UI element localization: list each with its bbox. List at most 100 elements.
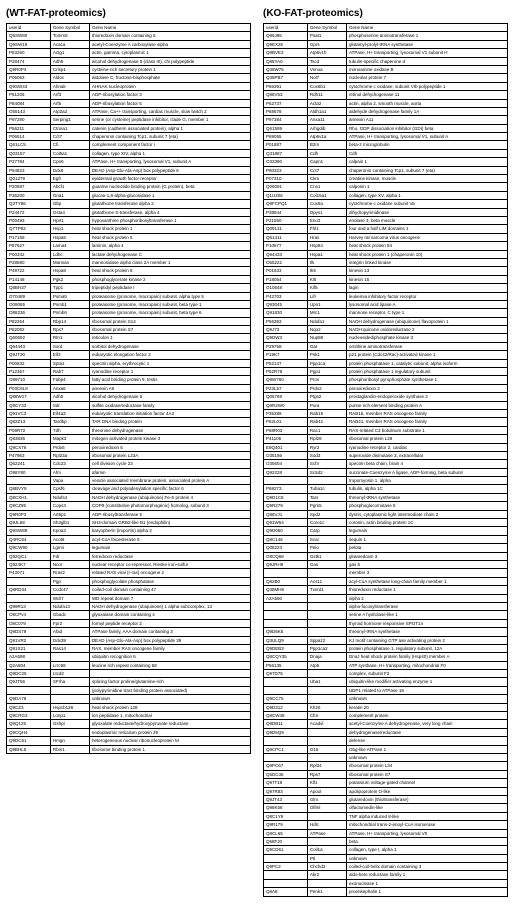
cell-gene-name: RAB41, member RAS oncogene family — [346, 418, 507, 426]
cell-gene-symbol: Psmb1 — [50, 300, 89, 308]
cell-userid — [264, 602, 308, 610]
cell-userid: Q9CC75 — [264, 695, 308, 703]
cell-gene-name: collagen, type I, alpha 1 — [346, 846, 507, 854]
cell-gene-name: lactate dehydrogenase C — [89, 250, 250, 258]
cell-gene-name: AHNAK nucleoprotein — [89, 82, 250, 90]
table-row: member 3 — [264, 569, 508, 577]
cell-userid: Q91W54 — [264, 519, 308, 527]
cell-gene-name: aldehyde dehydrogenase family 1A — [346, 107, 507, 115]
cell-userid: Q9D1C8 — [264, 493, 308, 501]
cell-userid: Q64433 — [264, 250, 308, 258]
cell-userid — [7, 686, 51, 694]
cell-gene-name: glyoxalate reductase/hydroxypyruvate red… — [89, 720, 250, 728]
cell-userid: Q82Z13 — [7, 418, 51, 426]
cell-gene-name: calponin 1 — [346, 183, 507, 191]
cell-gene-name: phosphoglucomutase 5 — [346, 502, 507, 510]
table-row: Q9CRG3Lonp1lon peptidase 1, mitochondria… — [7, 712, 251, 720]
table-row: P68273Tuba1ctubulin, alpha 1C — [264, 485, 508, 493]
table-row: Q09131Fhl1four and a half LIM domains 1 — [264, 225, 508, 233]
cell-gene-name: complement protein — [346, 712, 507, 720]
cell-userid: Q9CD61 — [264, 846, 308, 854]
table-row: Q9CC75unknown — [264, 695, 508, 703]
cell-gene-name: laminin, alpha 4 — [89, 242, 250, 250]
cell-gene-symbol: Aldoc — [50, 74, 89, 82]
cell-gene-symbol: Gprs — [307, 40, 346, 48]
left-table: userid Gene Symbol Gene Name Q5SW80Tomm5… — [6, 23, 251, 754]
cell-userid — [264, 611, 308, 619]
cell-userid — [264, 569, 308, 577]
cell-gene-symbol: O15 — [307, 745, 346, 753]
cell-userid: P56211 — [7, 124, 51, 132]
table-row: Q9DA79unknown — [7, 695, 251, 703]
cell-userid: Q61411 — [264, 233, 308, 241]
cell-gene-symbol — [50, 686, 89, 694]
table-row: Q9SW89Kpna3karyopherin (importin) alpha … — [7, 527, 251, 535]
table-row: O8C079Fpr2formyl peptide receptor 2 — [7, 619, 251, 627]
cell-gene-name: NADH dehydrogenase (ubiquinone) flavopro… — [346, 317, 507, 325]
cell-gene-name: WD repeat domain 7 — [89, 594, 250, 602]
cell-gene-symbol: Acaca — [50, 40, 89, 48]
cell-gene-symbol: Olfml — [307, 804, 346, 812]
cell-userid: Q06091 — [264, 183, 308, 191]
cell-gene-symbol: Prdx2 — [307, 384, 346, 392]
cell-gene-name: proenkephalin 1 — [346, 888, 507, 896]
table-row: Q9BHL5Rbm1ribosome binding protein 1 — [7, 745, 251, 753]
table-row: Q3TY86Gltpglutathione transferase alpha … — [7, 200, 251, 208]
cell-gene-symbol: Tuba1c — [307, 485, 346, 493]
cell-userid: Q8C146 — [264, 535, 308, 543]
cell-gene-symbol: Kl5 — [307, 275, 346, 283]
cell-gene-name: ATPase, H+ transporting, lysosomal V0 — [346, 829, 507, 837]
cell-userid: Q9JT56 — [7, 678, 51, 686]
cell-gene-symbol: Eif2 — [50, 351, 89, 359]
table-row: P80323Cct7chaperonin containing Tcp1, su… — [264, 166, 508, 174]
table-row: Q9CW90Lgmnlegumain — [7, 544, 251, 552]
cell-gene-symbol: Ppp1ca — [307, 359, 346, 367]
table-row: Q9SW43AhnakAHNAK nucleoprotein — [7, 82, 251, 90]
cell-gene-symbol: Sc5d2 — [307, 468, 346, 476]
cell-gene-symbol: Oat — [307, 342, 346, 350]
table-row: Q9CY33Sdrsulfite oxidase/reductase famil… — [7, 401, 251, 409]
cell-userid: Q3TY86 — [7, 200, 51, 208]
cell-gene-name: heterogeneous nuclear ribonucleoprotein … — [89, 737, 250, 745]
cell-gene-name: dysrin, cytoplasmic light intermediate c… — [346, 510, 507, 518]
table-row: exonuclease 1 — [264, 879, 508, 887]
cell-gene-name: NADH:quinone oxidoreductase 2 — [346, 326, 507, 334]
cell-gene-symbol: Rps7 — [50, 326, 89, 334]
cell-gene-name: unknown — [89, 695, 250, 703]
cell-userid: Q9D5Q9 — [264, 728, 308, 736]
cell-gene-name: vesicle associated membrane protein, ass… — [89, 477, 250, 485]
cell-gene-symbol: Tomm5 — [50, 32, 89, 40]
cell-gene-symbol: Tars — [307, 493, 346, 501]
table-row: Q9Q125Gshprglyoxalate reductase/hydroxyp… — [7, 720, 251, 728]
left-panel: (WT-FAT-proteomics) userid Gene Symbol G… — [6, 8, 251, 897]
cell-gene-symbol: Afad — [50, 628, 89, 636]
cell-userid: P28474 — [7, 57, 51, 65]
cell-gene-symbol: Rras2 — [50, 569, 89, 577]
cell-gene-name: complex, subunit F2 — [346, 670, 507, 678]
table-row: P41105Rpl28ribosomal protein L28 — [264, 435, 508, 443]
cell-gene-name: lon peptidase 1, mitochondrial — [89, 712, 250, 720]
cell-gene-name: mannose receptor, C type 1 — [346, 309, 507, 317]
cell-gene-name: glutamyl-prolyl-tRNA synthetase — [346, 40, 507, 48]
cell-userid: Q92QC1 — [7, 552, 51, 560]
cell-gene-name: RAB15, member RAS oncogene family — [346, 409, 507, 417]
cell-gene-symbol: Acta2 — [307, 99, 346, 107]
cell-gene-name: NADH dehydrogenase (ubiquinone) Fe-S pro… — [89, 493, 250, 501]
cell-userid: P41105 — [264, 435, 308, 443]
cell-gene-symbol: Nqo2 — [307, 326, 346, 334]
cell-gene-name: eukaryotic elongation factor 2 — [89, 351, 250, 359]
right-panel: (KO-FAT-proteomics) userid Gene Symbol G… — [263, 8, 508, 897]
cell-gene-name: chaperonin containing Tcp1, subunit 7 (e… — [346, 166, 507, 174]
cell-gene-name: heat shock protein 1 (chaperonin 10) — [346, 250, 507, 258]
cell-gene-symbol: Vapa — [50, 477, 89, 485]
cell-gene-symbol — [307, 569, 346, 577]
cell-gene-symbol: ATPase — [307, 829, 346, 837]
cell-gene-name: legumain — [89, 544, 250, 552]
cell-gene-name: reticulon 1 — [89, 334, 250, 342]
cell-userid: Q5SW80 — [7, 32, 51, 40]
cell-gene-symbol: Afm — [50, 468, 89, 476]
cell-gene-symbol — [307, 602, 346, 610]
table-row: Q64443Sordsorbitol dehydrogenase — [7, 342, 251, 350]
table-row: O35186Sod3superoxide dismutase 3, extrac… — [264, 451, 508, 459]
cell-gene-name: tropomyosin 1, alpha — [346, 477, 507, 485]
